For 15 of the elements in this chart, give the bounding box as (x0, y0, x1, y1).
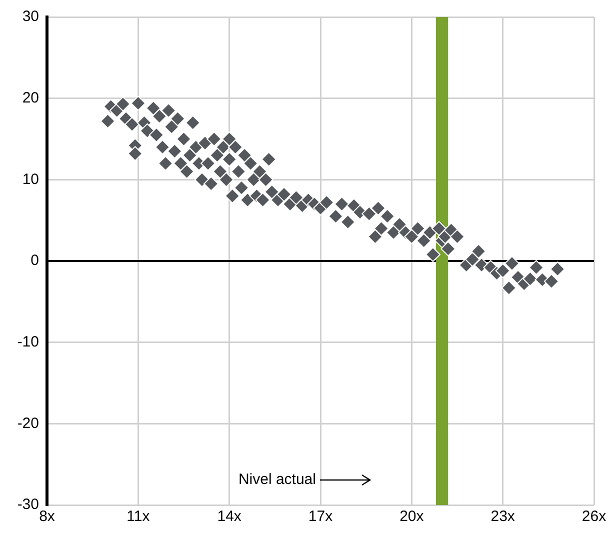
y-tick-label: -30 (17, 496, 39, 514)
x-tick-label: 17x (308, 508, 334, 526)
x-tick-label: 26x (582, 508, 607, 526)
y-tick-label: -10 (17, 333, 39, 350)
x-tick-label: 20x (400, 508, 424, 526)
y-tick-label: 10 (22, 170, 39, 188)
y-tick-label: 0 (30, 252, 39, 270)
x-tick-label: 8x (39, 508, 56, 526)
x-tick-label: 23x (490, 508, 516, 526)
y-tick-label: 20 (22, 89, 39, 106)
y-tick-label: -20 (17, 414, 39, 432)
x-tick-label: 11x (126, 508, 150, 526)
annotation: Nivel actual (238, 471, 316, 488)
x-tick-label: 14x (217, 508, 242, 526)
y-tick-label: 30 (22, 8, 39, 26)
